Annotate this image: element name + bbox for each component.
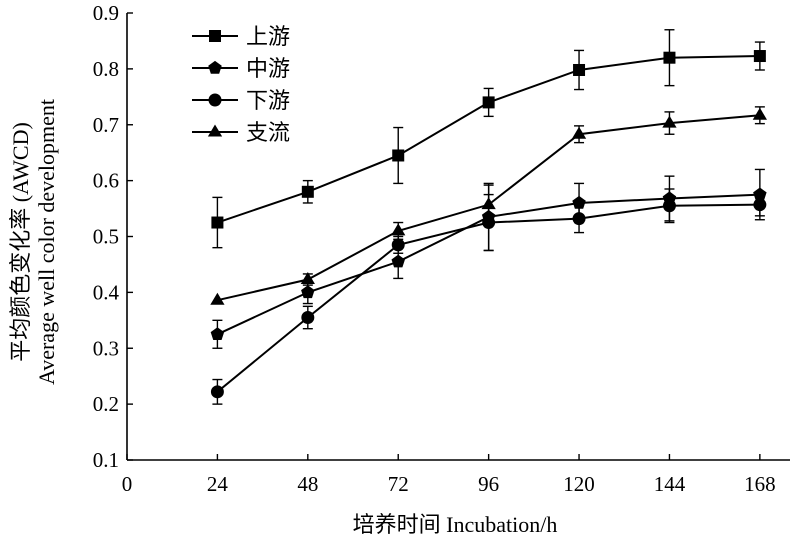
y-tick-label: 0.9	[93, 1, 119, 25]
y-tick-label: 0.6	[93, 169, 119, 193]
y-tick-label: 0.1	[93, 448, 119, 472]
legend-label: 支流	[246, 120, 290, 145]
y-tick-label: 0.3	[93, 336, 119, 360]
x-tick-label: 144	[654, 472, 686, 496]
x-tick-label: 96	[478, 472, 499, 496]
data-point	[301, 311, 315, 324]
legend-label: 下游	[246, 88, 290, 113]
data-point	[662, 199, 676, 213]
x-axis-ticks: 0 24 48 72 96 120 144 168	[122, 454, 776, 496]
data-point	[572, 212, 586, 226]
data-point	[392, 149, 405, 162]
data-point	[482, 96, 495, 109]
y-axis-ticks: 0.1 0.2 0.3 0.4 0.5 0.6 0.7 0.8 0.9	[93, 1, 133, 472]
x-tick-label: 48	[297, 472, 318, 496]
legend-label: 上游	[246, 24, 290, 49]
legend-item: 上游	[192, 24, 290, 49]
data-point	[210, 292, 225, 305]
y-axis-title-line-2: Average well color development	[34, 99, 59, 385]
x-tick-label: 120	[563, 472, 595, 496]
data-point	[391, 254, 405, 268]
y-tick-label: 0.4	[93, 280, 120, 304]
data-point	[301, 185, 314, 198]
data-point	[300, 272, 315, 285]
data-point	[211, 216, 224, 229]
data-point	[663, 51, 676, 64]
x-tick-label: 0	[122, 472, 133, 496]
y-tick-label: 0.7	[93, 113, 119, 137]
y-tick-label: 0.2	[93, 392, 119, 416]
legend-item: 支流	[192, 120, 290, 145]
data-point	[573, 63, 586, 76]
legend-marker	[208, 93, 222, 107]
legend-item: 中游	[192, 56, 290, 81]
data-point	[753, 50, 766, 63]
legend-marker	[207, 124, 223, 137]
series-4	[210, 106, 767, 305]
data-point	[571, 126, 587, 139]
legend-marker	[209, 30, 221, 42]
data-point	[391, 223, 406, 236]
legend-label: 中游	[246, 56, 290, 81]
data-point	[210, 327, 225, 341]
legend-marker	[208, 60, 222, 74]
series-1	[211, 29, 766, 249]
data-point	[210, 385, 224, 399]
y-tick-label: 0.8	[93, 57, 119, 81]
plot-area: 0 24 48 72 96 120 144 168 0.1 0.2 0.3 0.4 0.5 0.6 0.7…	[93, 1, 790, 496]
data-point	[572, 195, 586, 209]
x-axis-title: 培养时间 Incubation/h	[353, 512, 558, 537]
legend-item: 下游	[192, 88, 290, 113]
x-tick-label: 24	[207, 472, 229, 496]
x-tick-label: 168	[744, 472, 776, 496]
series-layer	[210, 29, 767, 405]
y-tick-label: 0.5	[93, 225, 119, 249]
data-point	[662, 115, 677, 128]
data-point	[753, 198, 767, 212]
y-axis-title: 平均颜色变化率 (AWCD) Average well color develo…	[8, 99, 59, 385]
data-point	[481, 197, 496, 210]
data-point	[391, 238, 405, 252]
x-tick-label: 72	[388, 472, 409, 496]
data-point	[301, 285, 315, 299]
data-point	[752, 107, 767, 120]
y-axis-title-line-1: 平均颜色变化率 (AWCD)	[8, 122, 33, 362]
